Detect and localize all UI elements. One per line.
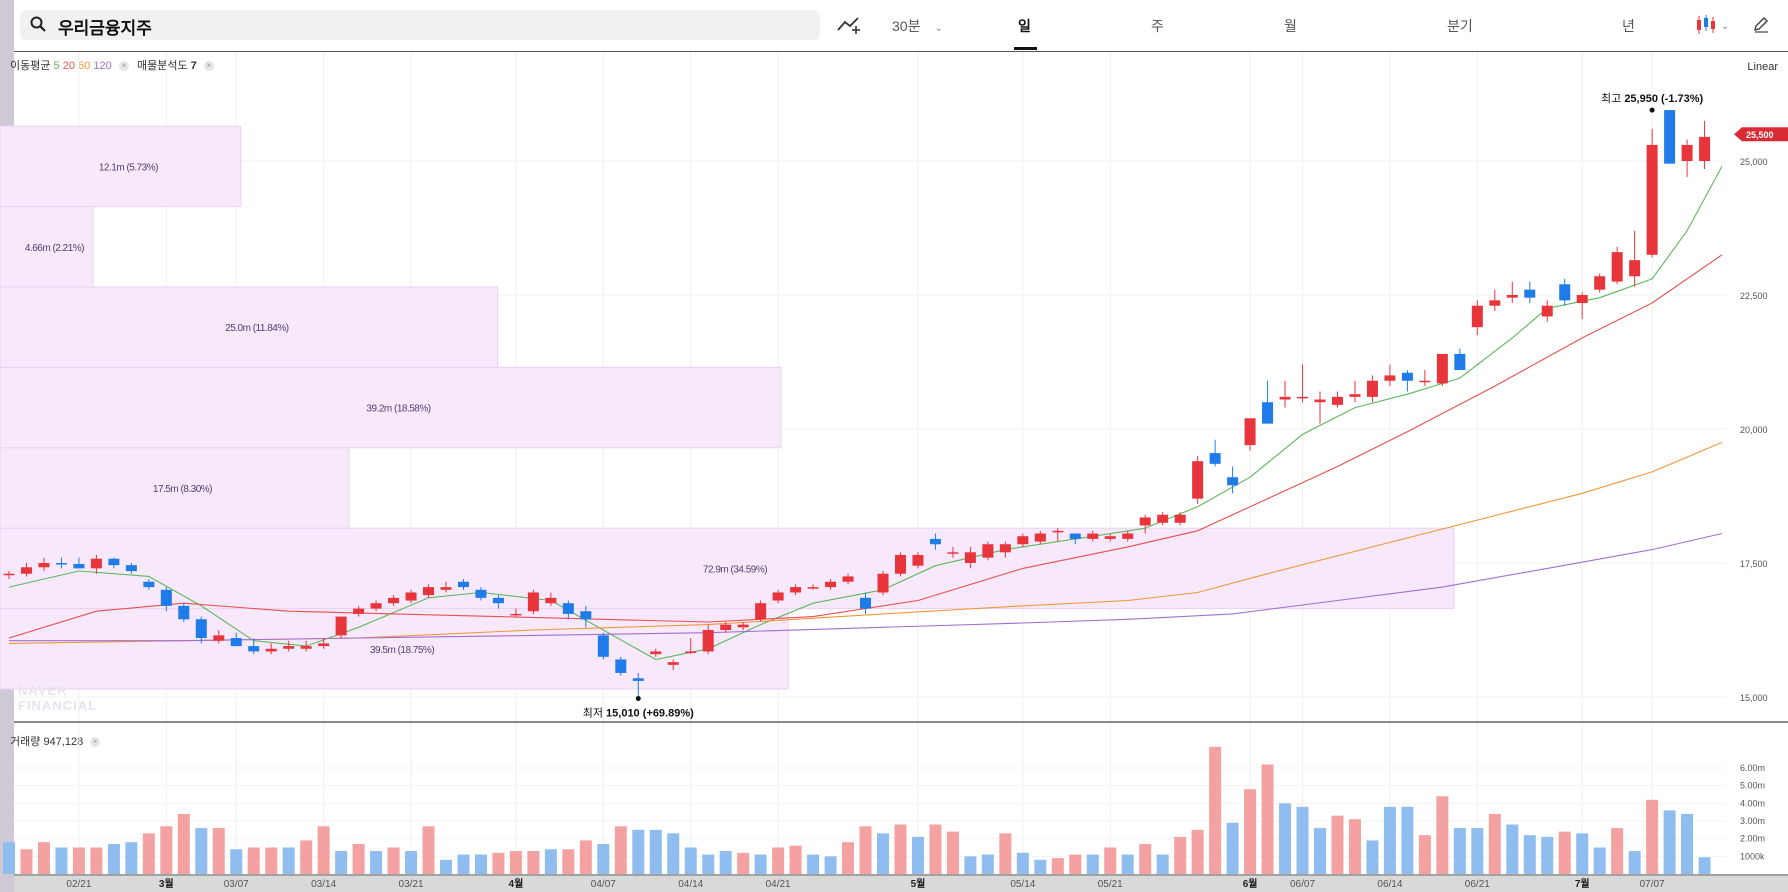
left-edge-bar — [0, 0, 14, 892]
volume-value: 947,128 — [43, 736, 84, 748]
interval-label: 30분 — [892, 18, 921, 34]
active-tab-underline — [1014, 47, 1037, 50]
chart-type-icon[interactable]: ⌄ — [1694, 15, 1734, 40]
tab-month[interactable]: 월 — [1284, 18, 1297, 34]
ma-5-label: 5 — [53, 60, 60, 72]
search-icon[interactable] — [30, 16, 46, 37]
chevron-down-icon: ⌄ — [934, 23, 943, 34]
ma-120-label: 120 — [93, 60, 112, 72]
search-box[interactable]: 우리금융지주 — [20, 10, 820, 40]
volume-profile-label: 매물분석도 — [137, 60, 188, 72]
volume-profile-indicator[interactable]: 매물분석도 7 × — [137, 57, 214, 73]
top-toolbar: 우리금융지주 30분 ⌄ 일 주 월 분기 년 ⌄ — [14, 0, 1788, 52]
svg-text:⌄: ⌄ — [1721, 21, 1729, 32]
chart-frame — [14, 0, 1788, 892]
close-icon[interactable]: × — [118, 61, 129, 72]
ma-label: 이동평균 — [10, 60, 51, 72]
search-input[interactable]: 우리금융지주 — [58, 19, 152, 38]
scale-mode-toggle[interactable]: Linear — [1747, 61, 1778, 73]
interval-select[interactable]: 30분 ⌄ — [892, 16, 943, 36]
tab-day[interactable]: 일 — [1018, 18, 1031, 34]
volume-profile-value: 7 — [190, 60, 197, 72]
tab-week[interactable]: 주 — [1151, 18, 1164, 34]
volume-label: 거래량 — [10, 736, 41, 748]
ma-20-label: 20 — [62, 60, 75, 72]
tab-year[interactable]: 년 — [1622, 18, 1635, 34]
close-icon[interactable]: × — [203, 61, 214, 72]
ma-60-label: 60 — [78, 60, 91, 72]
volume-indicator[interactable]: 거래량 947,128 × — [10, 733, 101, 749]
drawing-tool-icon[interactable] — [836, 14, 862, 39]
tab-quarter[interactable]: 분기 — [1447, 18, 1473, 34]
ma-indicator[interactable]: 이동평균 5 20 60 120 × — [10, 57, 129, 73]
pencil-icon[interactable] — [1752, 15, 1770, 38]
close-icon[interactable]: × — [90, 737, 101, 748]
